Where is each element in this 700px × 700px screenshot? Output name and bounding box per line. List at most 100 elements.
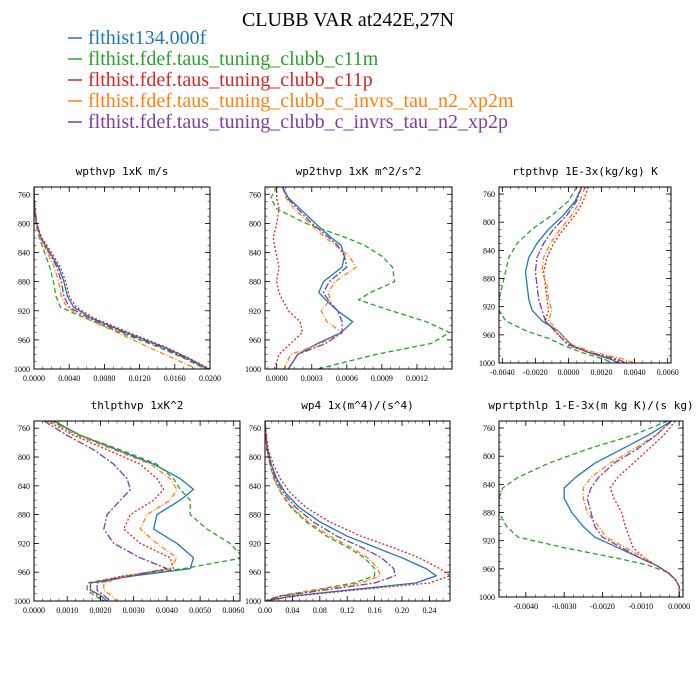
y-tick-label: 840 (249, 482, 261, 491)
panel-title: rtpthvp 1E-3x(kg/kg) K (512, 165, 658, 178)
series-line-3 (543, 187, 622, 363)
y-tick-label: 760 (483, 424, 495, 433)
y-tick-label: 840 (483, 480, 495, 489)
y-tick-label: 1000 (245, 365, 261, 374)
x-tick-label: 0.0060 (657, 368, 679, 377)
panel-2: wp2thvp 1xK m^2/s^2 760 800 840 880 920 960 100… (245, 165, 453, 383)
x-tick-label: -0.0030 (552, 602, 577, 611)
series-line-4 (281, 187, 357, 369)
y-tick-label: 800 (483, 218, 495, 227)
y-tick-label: 920 (483, 303, 495, 312)
y-tick-label: 840 (249, 249, 261, 258)
series-line-5 (265, 421, 396, 601)
series-group (270, 187, 451, 369)
y-tick-label: 960 (18, 568, 30, 577)
x-tick-label: 0.0030 (123, 606, 145, 615)
y-tick-label: 880 (249, 278, 261, 287)
x-tick-label: 0.0020 (591, 368, 613, 377)
panel-title: wpthvp 1xK m/s (76, 165, 169, 178)
x-tick-label: 0.08 (313, 606, 327, 615)
legend-entry: flthist.fdef.taus_tuning_clubb_c_invrs_t… (68, 90, 514, 112)
x-tick-label: 0.0003 (301, 374, 323, 383)
series-line-5 (43, 421, 168, 601)
y-tick-label: 880 (483, 509, 495, 518)
series-line-3 (272, 187, 304, 369)
x-tick-label: 0.0010 (56, 606, 78, 615)
y-tick-label: 760 (483, 190, 495, 199)
x-tick-label: 0.16 (368, 606, 382, 615)
legend-entry: flthist.fdef.taus_tuning_clubb_c_invrs_t… (68, 111, 508, 133)
y-tick-label: 800 (249, 219, 261, 228)
panel-title: wprtpthlp 1-E-3x(m kg K)/(s kg) (488, 399, 693, 412)
series-line-5 (34, 187, 209, 369)
panel-title: thlpthvp 1xK^2 (91, 399, 184, 412)
y-tick-label: 840 (18, 482, 30, 491)
legend-label: flthist.fdef.taus_tuning_clubb_c11p (88, 69, 373, 91)
series-line-2 (499, 187, 612, 363)
y-tick-label: 880 (18, 511, 30, 520)
x-tick-label: -0.0010 (628, 602, 653, 611)
y-tick-label: 960 (18, 336, 30, 345)
y-tick-label: 840 (483, 246, 495, 255)
y-tick-label: 880 (249, 511, 261, 520)
y-tick-label: 760 (249, 190, 261, 199)
panels: wpthvp 1xK m/s76080084088092096010000.00… (14, 165, 694, 615)
panel-5: wp4 1x(m^4)/(s^4)76080084088092096010000… (245, 399, 451, 615)
series-group (499, 421, 680, 597)
series-line-4 (265, 421, 381, 601)
series-line-3 (46, 421, 175, 601)
x-tick-label: 0.0006 (336, 374, 358, 383)
x-tick-label: 0.12 (340, 606, 354, 615)
y-tick-label: 920 (18, 307, 30, 316)
x-tick-label: -0.0040 (490, 368, 515, 377)
x-tick-label: -0.0020 (590, 602, 615, 611)
legend-label: flthist134.000f (88, 27, 207, 49)
legend-entry: flthist134.000f (68, 27, 207, 49)
panel-title: wp4 1x(m^4)/(s^4) (301, 399, 414, 412)
x-tick-label: 0.0000 (23, 606, 45, 615)
y-tick-label: 1000 (245, 597, 261, 606)
y-tick-label: 1000 (14, 597, 30, 606)
legend: flthist134.000fflthist.fdef.taus_tuning_… (68, 27, 514, 133)
y-tick-label: 1000 (479, 359, 495, 368)
y-tick-label: 920 (249, 307, 261, 316)
series-group (265, 421, 450, 601)
legend-label: flthist.fdef.taus_tuning_clubb_c_invrs_t… (88, 90, 514, 112)
x-tick-label: 0.0040 (624, 368, 646, 377)
y-tick-label: 760 (18, 424, 30, 433)
y-tick-label: 880 (483, 275, 495, 284)
x-tick-label: 0.0000 (266, 374, 288, 383)
legend-label: flthist.fdef.taus_tuning_clubb_c11m (88, 48, 379, 70)
panel-6: wprtpthlp 1-E-3x(m kg K)/(s kg) 760 800 840… (479, 399, 694, 611)
x-tick-label: 0.0050 (189, 606, 211, 615)
x-tick-label: 0.0040 (156, 606, 178, 615)
panel-frame (264, 420, 451, 602)
legend-label: flthist.fdef.taus_tuning_clubb_c_invrs_t… (88, 111, 508, 133)
y-tick-label: 960 (249, 336, 261, 345)
y-tick-label: 1000 (479, 593, 495, 602)
x-tick-label: -0.0040 (513, 602, 538, 611)
x-tick-label: 0.0000 (668, 602, 690, 611)
x-tick-label: 0.0000 (23, 374, 45, 383)
x-tick-label: 0.00 (258, 606, 272, 615)
y-tick-label: 760 (249, 424, 261, 433)
x-tick-label: 0.0200 (199, 374, 221, 383)
series-line-1 (265, 421, 437, 601)
x-tick-label: 0.0020 (89, 606, 111, 615)
x-tick-label: -0.0020 (523, 368, 548, 377)
series-line-1 (281, 187, 354, 369)
series-line-5 (281, 187, 348, 369)
x-tick-label: 0.0160 (164, 374, 186, 383)
series-line-5 (586, 421, 680, 597)
series-line-3 (34, 187, 210, 369)
y-tick-label: 800 (483, 452, 495, 461)
panel-1: wpthvp 1xK m/s76080084088092096010000.00… (14, 165, 221, 383)
x-tick-label: 0.20 (395, 606, 409, 615)
y-tick-label: 840 (18, 249, 30, 258)
x-tick-label: 0.0000 (557, 368, 579, 377)
x-tick-label: 0.0080 (93, 374, 115, 383)
y-tick-label: 920 (249, 539, 261, 548)
x-tick-label: 0.0120 (129, 374, 151, 383)
series-line-3 (265, 421, 450, 601)
